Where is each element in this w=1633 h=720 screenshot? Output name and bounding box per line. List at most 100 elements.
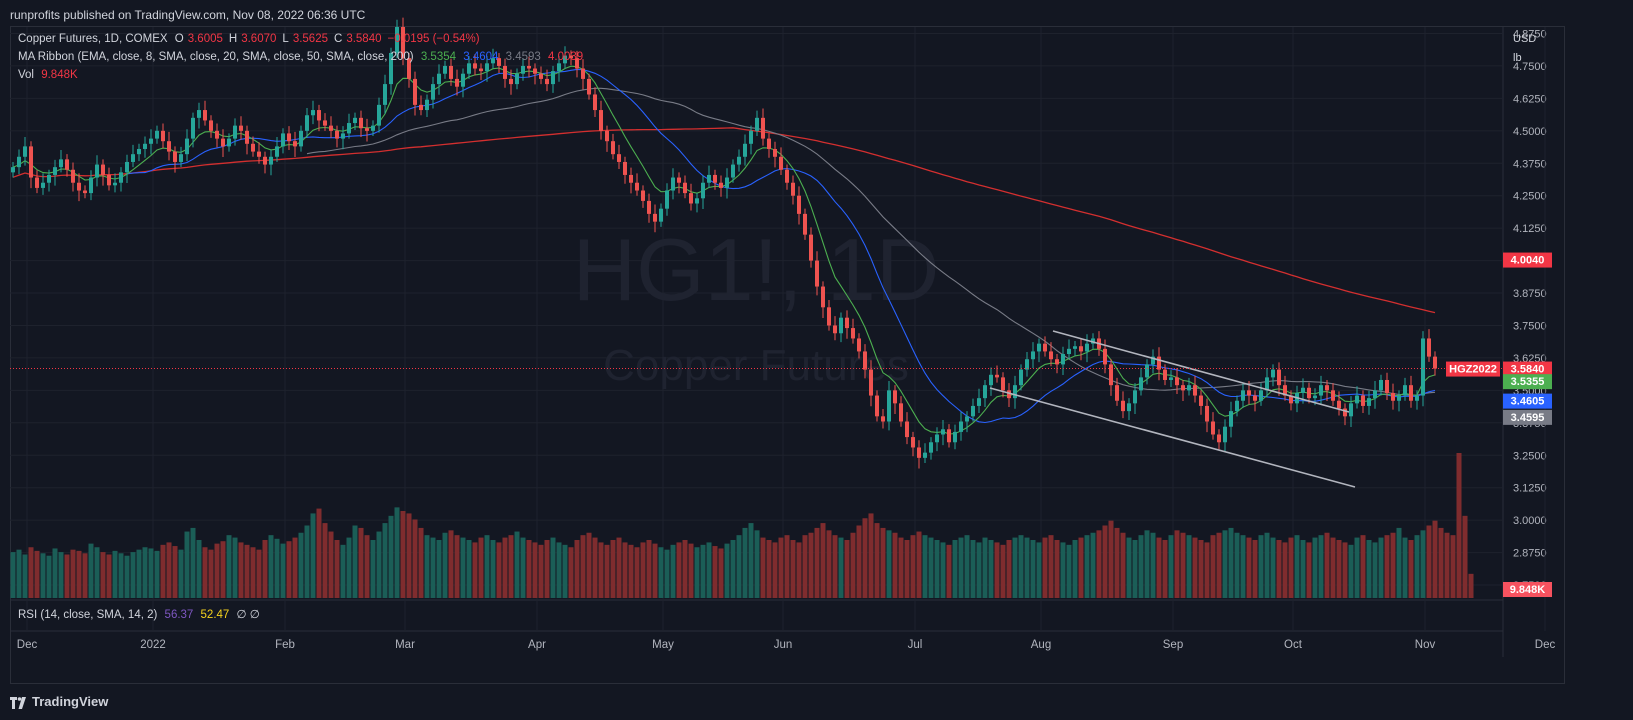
volume-bar xyxy=(1240,535,1246,598)
candle-body xyxy=(353,117,357,124)
volume-value: 9.848K xyxy=(41,69,78,81)
volume-bar xyxy=(166,542,172,598)
x-tick-label: May xyxy=(652,639,674,651)
candle-body xyxy=(251,143,255,152)
candle-body xyxy=(515,73,519,85)
x-tick-label: Mar xyxy=(395,639,415,651)
candle-body xyxy=(1229,411,1233,427)
candle-body xyxy=(1319,385,1323,396)
volume-bar xyxy=(202,547,208,598)
candle-body xyxy=(119,172,123,183)
volume-bar xyxy=(616,537,622,598)
candle-body xyxy=(1361,395,1365,406)
candle-body xyxy=(1007,390,1011,399)
candle-body xyxy=(851,328,855,339)
volume-bar xyxy=(814,527,820,598)
candle-body xyxy=(779,156,783,170)
candle-body xyxy=(1265,377,1269,391)
volume-bar xyxy=(1138,535,1144,598)
volume-bar xyxy=(844,540,850,598)
x-tick-label: Apr xyxy=(528,639,546,651)
volume-bar xyxy=(454,535,460,598)
candle-body xyxy=(233,125,237,139)
volume-bar xyxy=(1042,537,1048,598)
volume-bar xyxy=(670,544,676,598)
candle-body xyxy=(821,286,825,308)
volume-bar xyxy=(1312,537,1318,598)
volume-bar xyxy=(628,544,634,598)
volume-bar xyxy=(646,540,652,598)
candle-body xyxy=(215,130,219,139)
candle-body xyxy=(1421,338,1425,396)
candle-body xyxy=(539,73,543,79)
volume-bar xyxy=(682,540,688,598)
volume-bar xyxy=(1348,544,1354,598)
volume-bar xyxy=(964,535,970,598)
candle-body xyxy=(311,110,315,116)
ribbon-legend: MA Ribbon (EMA, close, 8, SMA, close, 20… xyxy=(18,51,587,63)
volume-bar xyxy=(1282,542,1288,598)
volume-bar xyxy=(364,535,370,598)
candle-body xyxy=(899,403,903,422)
volume-bar xyxy=(388,515,394,598)
volume-bar xyxy=(1432,520,1438,598)
volume-bar xyxy=(1222,530,1228,598)
volume-bar xyxy=(370,540,376,598)
volume-bar xyxy=(1066,544,1072,598)
volume-bar xyxy=(892,532,898,598)
volume-bar xyxy=(910,535,916,598)
volume-bar xyxy=(382,523,388,598)
volume-bar xyxy=(898,537,904,598)
volume-bar xyxy=(160,544,166,598)
candle-body xyxy=(377,104,381,126)
candle-body xyxy=(395,27,399,53)
volume-bar xyxy=(232,537,238,598)
candle-body xyxy=(815,260,819,287)
volume-bar xyxy=(1204,542,1210,598)
y-tick-label: 4.8750 xyxy=(1513,28,1547,40)
volume-bar xyxy=(1306,542,1312,598)
volume-bar xyxy=(1294,535,1300,598)
candle-body xyxy=(191,117,195,139)
tradingview-footer[interactable]: TradingView xyxy=(10,694,108,709)
candle-body xyxy=(209,120,213,131)
candle-body xyxy=(503,65,507,79)
rsi-legend: RSI (14, close, SMA, 14, 2) 56.37 52.47 … xyxy=(18,607,264,621)
candle-body xyxy=(767,138,771,149)
volume-bar xyxy=(862,518,868,598)
volume-bar xyxy=(874,523,880,598)
volume-bar xyxy=(184,531,190,598)
volume-bar xyxy=(208,549,214,598)
publish-bar: runprofits published on TradingView.com,… xyxy=(0,0,1633,26)
candle-body xyxy=(455,78,459,87)
volume-bar xyxy=(172,546,178,598)
candle-body xyxy=(773,148,777,157)
volume-bar xyxy=(442,532,448,598)
candle-body xyxy=(827,307,831,326)
candle-body xyxy=(1055,359,1059,365)
candle-body xyxy=(833,325,837,334)
volume-bar xyxy=(1258,535,1264,598)
ma200-price-tag xyxy=(1503,252,1552,268)
candle-body xyxy=(1253,395,1257,401)
candle-body xyxy=(707,174,711,183)
volume-bar xyxy=(1012,537,1018,598)
volume-bar xyxy=(268,535,274,598)
last-price-tag-text: 3.5840 xyxy=(1511,364,1545,376)
candle-body xyxy=(221,138,225,147)
volume-bar xyxy=(658,547,664,598)
volume-bar xyxy=(940,542,946,598)
candle-body xyxy=(269,156,273,165)
volume-bar xyxy=(178,549,184,598)
volume-bar xyxy=(880,527,886,598)
candle-body xyxy=(23,146,27,157)
volume-bar xyxy=(1396,527,1402,598)
candle-body xyxy=(11,167,15,173)
x-tick-label: Dec xyxy=(1535,639,1556,651)
candle-body xyxy=(641,190,645,201)
ribbon-label: MA Ribbon (EMA, close, 8, SMA, close, 20… xyxy=(18,51,414,63)
candle-body xyxy=(1049,351,1053,360)
volume-bar xyxy=(238,542,244,598)
candle-body xyxy=(1379,379,1383,391)
